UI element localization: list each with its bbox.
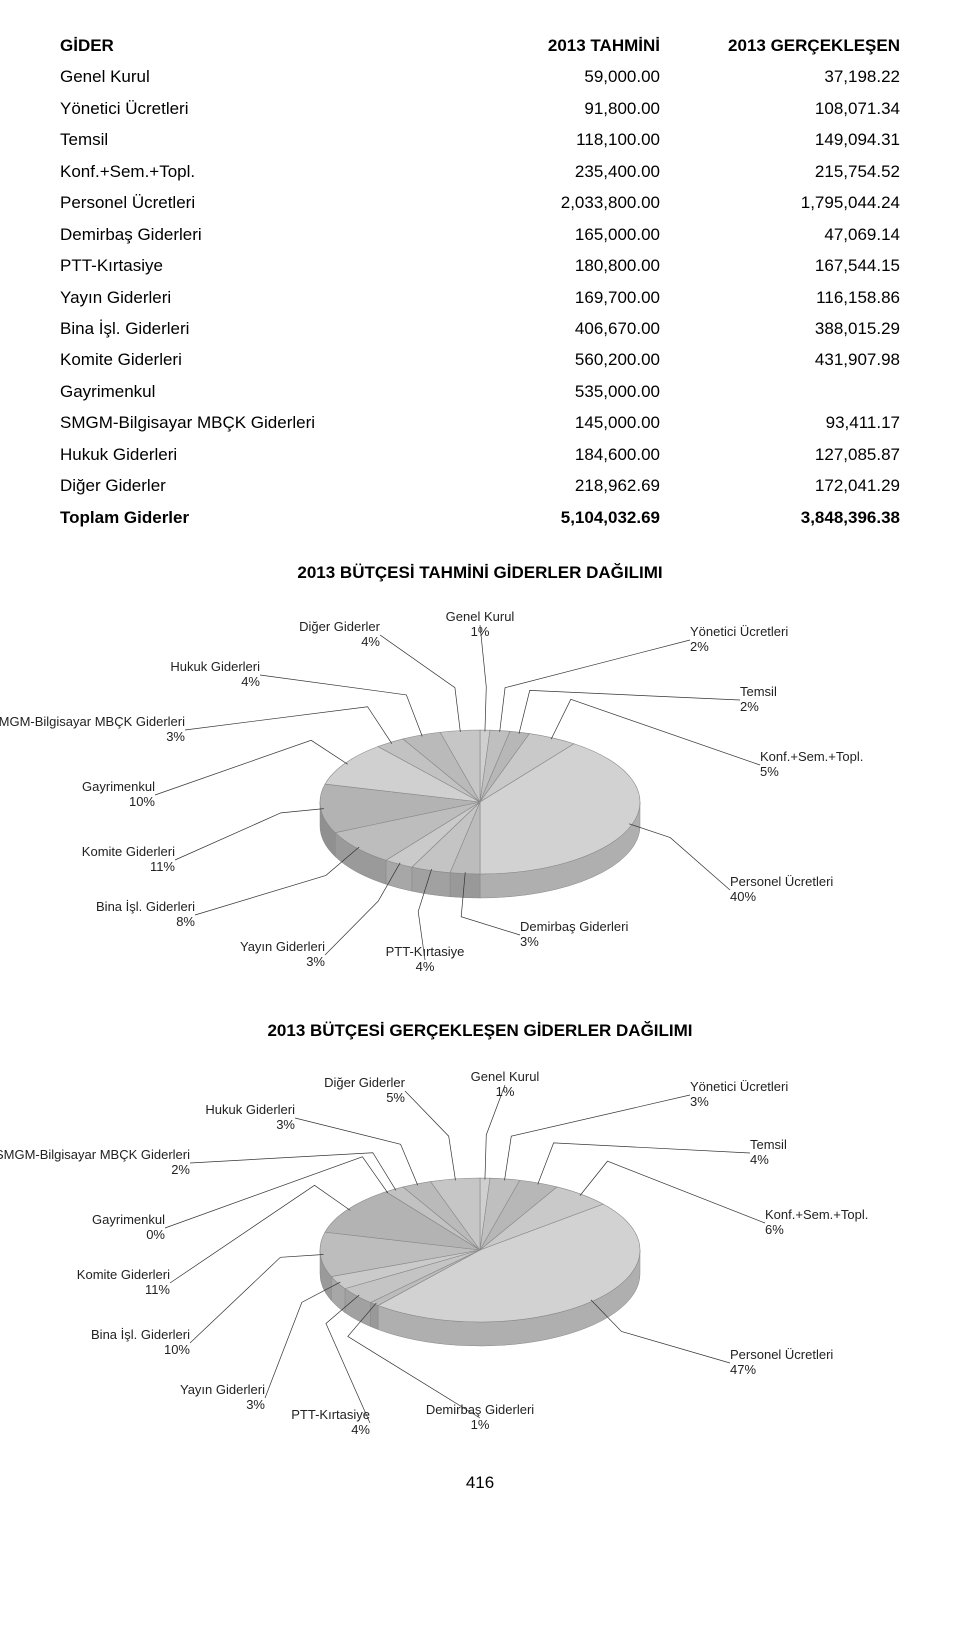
row-tahmini: 165,000.00 <box>460 219 660 250</box>
row-tahmini: 169,700.00 <box>460 282 660 313</box>
row-tahmini: 91,800.00 <box>460 93 660 124</box>
row-gerceklesen: 93,411.17 <box>700 407 900 438</box>
pie-slice-label: Demirbaş Giderleri1% <box>420 1402 540 1432</box>
pie-slice-label: PTT-Kırtasiye4% <box>365 944 485 974</box>
pie-slice-label: Yayın Giderleri3% <box>180 1382 265 1412</box>
table-row: Konf.+Sem.+Topl. 235,400.00 215,754.52 <box>60 156 900 187</box>
table-row: Yönetici Ücretleri 91,800.00 108,071.34 <box>60 93 900 124</box>
pie-slice-label: Gayrimenkul10% <box>82 779 155 809</box>
row-tahmini: 235,400.00 <box>460 156 660 187</box>
row-label: Komite Giderleri <box>60 344 420 375</box>
row-tahmini: 145,000.00 <box>460 407 660 438</box>
pie-chart-svg <box>70 597 890 997</box>
table-row: Demirbaş Giderleri 165,000.00 47,069.14 <box>60 219 900 250</box>
table-row: PTT-Kırtasiye 180,800.00 167,544.15 <box>60 250 900 281</box>
row-label: Toplam Giderler <box>60 502 420 533</box>
row-label: Diğer Giderler <box>60 470 420 501</box>
row-label: Konf.+Sem.+Topl. <box>60 156 420 187</box>
row-gerceklesen: 116,158.86 <box>700 282 900 313</box>
chart2-title: 2013 BÜTÇESİ GERÇEKLEŞEN GİDERLER DAĞILI… <box>60 1021 900 1041</box>
table-row: Temsil 118,100.00 149,094.31 <box>60 124 900 155</box>
pie-slice-label: Temsil4% <box>750 1137 787 1167</box>
col-header-gider: GİDER <box>60 30 420 61</box>
row-label: Yönetici Ücretleri <box>60 93 420 124</box>
pie-slice-label: Konf.+Sem.+Topl.6% <box>765 1207 868 1237</box>
row-gerceklesen: 108,071.34 <box>700 93 900 124</box>
row-tahmini: 406,670.00 <box>460 313 660 344</box>
row-gerceklesen: 388,015.29 <box>700 313 900 344</box>
chart1: Genel Kurul1% Yönetici Ücretleri2% Temsil2… <box>70 597 890 997</box>
row-tahmini: 5,104,032.69 <box>460 502 660 533</box>
pie-slice-label: Bina İşl. Giderleri10% <box>91 1327 190 1357</box>
row-tahmini: 184,600.00 <box>460 439 660 470</box>
pie-slice-label: Yayın Giderleri3% <box>240 939 325 969</box>
row-label: Gayrimenkul <box>60 376 420 407</box>
table-row: Personel Ücretleri 2,033,800.00 1,795,044.… <box>60 187 900 218</box>
pie-slice-label: SMGM-Bilgisayar MBÇK Giderleri2% <box>0 1147 190 1177</box>
pie-slice-label: SMGM-Bilgisayar MBÇK Giderleri3% <box>0 714 185 744</box>
table-row: Diğer Giderler 218,962.69 172,041.29 <box>60 470 900 501</box>
pie-slice-label: Yönetici Ücretleri2% <box>690 624 788 654</box>
row-label: Demirbaş Giderleri <box>60 219 420 250</box>
row-label: SMGM-Bilgisayar MBÇK Giderleri <box>60 407 420 438</box>
pie-slice-label: Genel Kurul1% <box>445 1069 565 1099</box>
row-gerceklesen: 172,041.29 <box>700 470 900 501</box>
pie-slice-label: Demirbaş Giderleri3% <box>520 919 628 949</box>
page-number: 416 <box>60 1473 900 1493</box>
row-label: Temsil <box>60 124 420 155</box>
pie-slice-label: Bina İşl. Giderleri8% <box>96 899 195 929</box>
row-gerceklesen: 167,544.15 <box>700 250 900 281</box>
pie-slice-label: Hukuk Giderleri4% <box>170 659 260 689</box>
pie-slice-label: Diğer Giderler5% <box>324 1075 405 1105</box>
row-gerceklesen: 1,795,044.24 <box>700 187 900 218</box>
row-gerceklesen: 127,085.87 <box>700 439 900 470</box>
table-row: Gayrimenkul 535,000.00 <box>60 376 900 407</box>
pie-slice-label: Genel Kurul1% <box>420 609 540 639</box>
chart1-title: 2013 BÜTÇESİ TAHMİNİ GİDERLER DAĞILIMI <box>60 563 900 583</box>
pie-slice-label: Gayrimenkul0% <box>92 1212 165 1242</box>
pie-slice-label: Diğer Giderler4% <box>299 619 380 649</box>
pie-slice-label: Personel Ücretleri47% <box>730 1347 833 1377</box>
row-tahmini: 118,100.00 <box>460 124 660 155</box>
row-tahmini: 2,033,800.00 <box>460 187 660 218</box>
pie-slice-label: Hukuk Giderleri3% <box>205 1102 295 1132</box>
expense-table: GİDER 2013 TAHMİNİ 2013 GERÇEKLEŞEN Gene… <box>60 30 900 533</box>
row-gerceklesen: 47,069.14 <box>700 219 900 250</box>
table-row: Komite Giderleri 560,200.00 431,907.98 <box>60 344 900 375</box>
table-row: Bina İşl. Giderleri 406,670.00 388,015.29 <box>60 313 900 344</box>
row-gerceklesen: 3,848,396.38 <box>700 502 900 533</box>
table-row: Hukuk Giderleri 184,600.00 127,085.87 <box>60 439 900 470</box>
table-row: Toplam Giderler 5,104,032.69 3,848,396.38 <box>60 502 900 533</box>
chart2: Genel Kurul1% Yönetici Ücretleri3% Temsil4… <box>70 1055 890 1445</box>
col-header-gerceklesen: 2013 GERÇEKLEŞEN <box>700 30 900 61</box>
row-tahmini: 59,000.00 <box>460 61 660 92</box>
pie-slice-label: Komite Giderleri11% <box>77 1267 170 1297</box>
row-gerceklesen: 215,754.52 <box>700 156 900 187</box>
row-label: Genel Kurul <box>60 61 420 92</box>
pie-slice-label: Konf.+Sem.+Topl.5% <box>760 749 863 779</box>
row-tahmini: 560,200.00 <box>460 344 660 375</box>
pie-slice-label: PTT-Kırtasiye4% <box>291 1407 370 1437</box>
row-label: Hukuk Giderleri <box>60 439 420 470</box>
row-label: Yayın Giderleri <box>60 282 420 313</box>
row-gerceklesen: 37,198.22 <box>700 61 900 92</box>
table-row: Genel Kurul 59,000.00 37,198.22 <box>60 61 900 92</box>
pie-slice-label: Komite Giderleri11% <box>82 844 175 874</box>
table-row: Yayın Giderleri 169,700.00 116,158.86 <box>60 282 900 313</box>
row-tahmini: 218,962.69 <box>460 470 660 501</box>
row-label: PTT-Kırtasiye <box>60 250 420 281</box>
row-tahmini: 180,800.00 <box>460 250 660 281</box>
table-row: SMGM-Bilgisayar MBÇK Giderleri 145,000.00… <box>60 407 900 438</box>
row-label: Bina İşl. Giderleri <box>60 313 420 344</box>
row-label: Personel Ücretleri <box>60 187 420 218</box>
col-header-tahmini: 2013 TAHMİNİ <box>460 30 660 61</box>
table-header-row: GİDER 2013 TAHMİNİ 2013 GERÇEKLEŞEN <box>60 30 900 61</box>
pie-slice-label: Yönetici Ücretleri3% <box>690 1079 788 1109</box>
row-gerceklesen: 149,094.31 <box>700 124 900 155</box>
row-gerceklesen <box>700 376 900 407</box>
row-tahmini: 535,000.00 <box>460 376 660 407</box>
pie-slice-label: Temsil2% <box>740 684 777 714</box>
pie-slice-label: Personel Ücretleri40% <box>730 874 833 904</box>
row-gerceklesen: 431,907.98 <box>700 344 900 375</box>
